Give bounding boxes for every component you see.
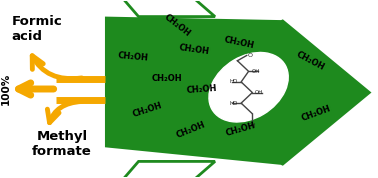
Text: HO: HO bbox=[230, 101, 238, 106]
Text: CH₂OH: CH₂OH bbox=[300, 104, 332, 123]
Polygon shape bbox=[282, 20, 370, 165]
Ellipse shape bbox=[209, 53, 288, 122]
Text: OH: OH bbox=[251, 69, 260, 74]
Text: CH₂OH: CH₂OH bbox=[186, 83, 218, 95]
Text: Formic
acid: Formic acid bbox=[12, 15, 62, 43]
Polygon shape bbox=[122, 161, 215, 178]
Text: CH₂OH: CH₂OH bbox=[132, 101, 164, 119]
Text: O: O bbox=[248, 53, 253, 58]
Text: CH₂OH: CH₂OH bbox=[294, 50, 326, 72]
Text: CH₂OH: CH₂OH bbox=[225, 121, 257, 138]
Text: HO: HO bbox=[230, 79, 238, 84]
Text: 100%: 100% bbox=[1, 73, 11, 105]
Polygon shape bbox=[122, 0, 215, 17]
Text: CH₂OH: CH₂OH bbox=[117, 51, 149, 63]
Text: CH₂OH: CH₂OH bbox=[175, 120, 207, 140]
Text: CH₂OH: CH₂OH bbox=[223, 35, 255, 51]
Text: OH: OH bbox=[248, 123, 257, 128]
Text: OH: OH bbox=[255, 90, 263, 95]
Text: CH₂OH: CH₂OH bbox=[163, 12, 192, 38]
Text: CH₂OH: CH₂OH bbox=[179, 44, 210, 57]
Text: Methyl
formate: Methyl formate bbox=[32, 130, 92, 158]
Polygon shape bbox=[105, 17, 282, 165]
Text: CH₂OH: CH₂OH bbox=[151, 74, 182, 83]
